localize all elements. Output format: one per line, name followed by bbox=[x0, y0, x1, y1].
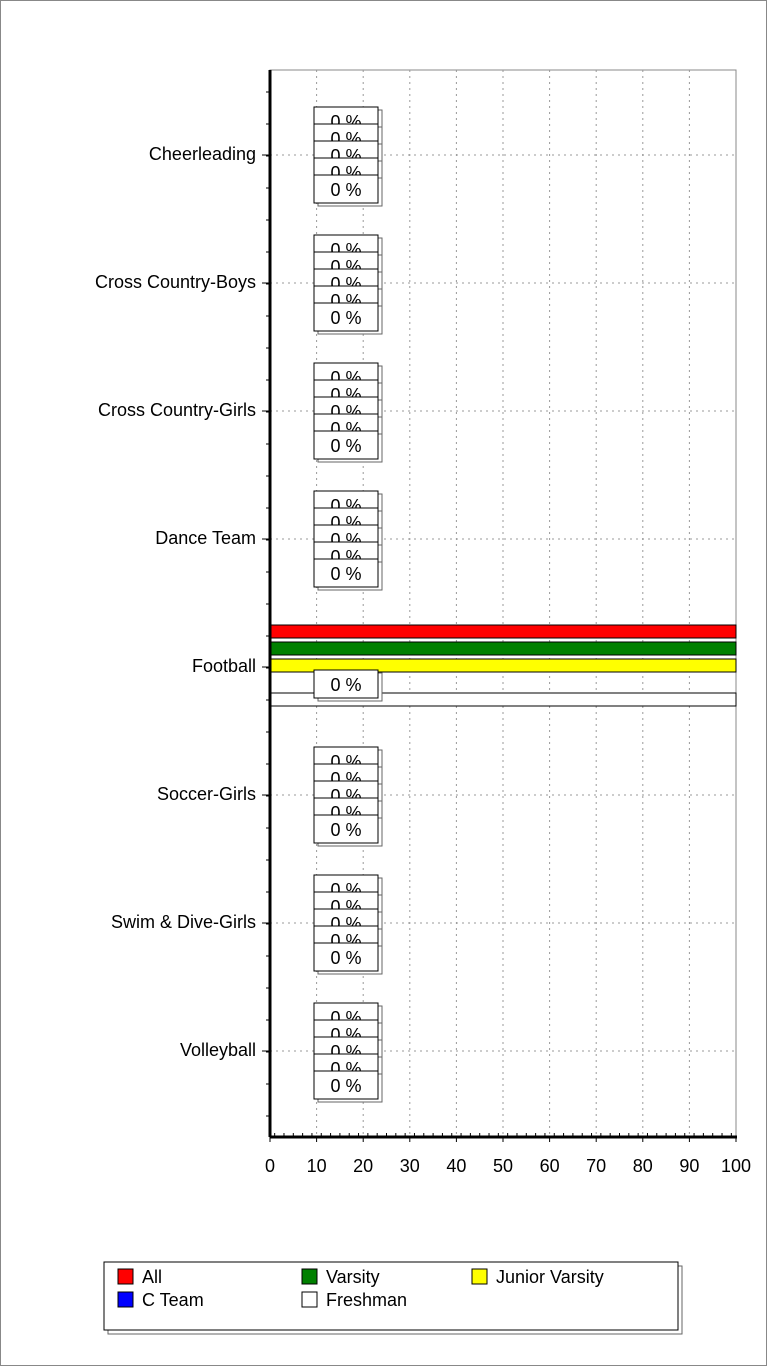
legend-label: Freshman bbox=[326, 1290, 407, 1310]
label-box bbox=[313, 430, 379, 460]
legend-label: Varsity bbox=[326, 1267, 380, 1287]
x-tick-label: 80 bbox=[633, 1156, 653, 1176]
value-label: 0 % bbox=[330, 436, 361, 456]
y-tick-label: Dance Team bbox=[155, 528, 256, 548]
x-tick-label: 50 bbox=[493, 1156, 513, 1176]
legend-swatch bbox=[301, 1268, 318, 1285]
label-box bbox=[313, 814, 379, 844]
value-label: 0 % bbox=[330, 820, 361, 840]
value-label: 0 % bbox=[330, 1076, 361, 1096]
legend-label: C Team bbox=[142, 1290, 204, 1310]
y-tick-label: Football bbox=[192, 656, 256, 676]
legend-label: All bbox=[142, 1267, 162, 1287]
value-label: 0 % bbox=[330, 180, 361, 200]
x-tick-label: 90 bbox=[679, 1156, 699, 1176]
value-label: 0 % bbox=[330, 308, 361, 328]
y-tick-label: Cross Country-Boys bbox=[95, 272, 256, 292]
legend-swatch bbox=[471, 1268, 488, 1285]
label-box bbox=[313, 669, 379, 699]
label-box bbox=[313, 942, 379, 972]
x-tick-label: 60 bbox=[540, 1156, 560, 1176]
legend bbox=[103, 1261, 679, 1331]
x-tick-label: 20 bbox=[353, 1156, 373, 1176]
legend-swatch bbox=[117, 1291, 134, 1308]
legend-swatch bbox=[301, 1291, 318, 1308]
x-tick-label: 40 bbox=[446, 1156, 466, 1176]
x-tick-label: 10 bbox=[307, 1156, 327, 1176]
y-tick-label: Swim & Dive-Girls bbox=[111, 912, 256, 932]
y-tick-label: Cross Country-Girls bbox=[98, 400, 256, 420]
bar bbox=[269, 624, 737, 639]
y-tick-label: Cheerleading bbox=[149, 144, 256, 164]
legend-label: Junior Varsity bbox=[496, 1267, 604, 1287]
x-tick-label: 30 bbox=[400, 1156, 420, 1176]
value-label: 0 % bbox=[330, 675, 361, 695]
label-box bbox=[313, 1070, 379, 1100]
x-tick-label: 0 bbox=[265, 1156, 275, 1176]
value-label: 0 % bbox=[330, 948, 361, 968]
x-tick-label: 70 bbox=[586, 1156, 606, 1176]
value-label: 0 % bbox=[330, 564, 361, 584]
label-box bbox=[313, 302, 379, 332]
label-box bbox=[313, 174, 379, 204]
legend-swatch bbox=[117, 1268, 134, 1285]
y-tick-label: Volleyball bbox=[180, 1040, 256, 1060]
label-box bbox=[313, 558, 379, 588]
bar bbox=[269, 641, 737, 656]
y-tick-label: Soccer-Girls bbox=[157, 784, 256, 804]
x-tick-label: 100 bbox=[721, 1156, 751, 1176]
